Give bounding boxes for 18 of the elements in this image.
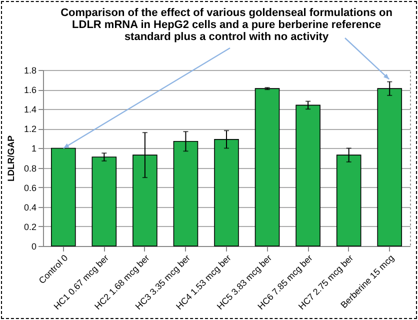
text: standard plus a control with no activity — [124, 31, 329, 43]
y-tick-label: 0.6 — [24, 182, 36, 193]
y-tick-label: 1 — [31, 144, 36, 154]
y-tick-label: 1.8 — [24, 66, 36, 76]
bar — [92, 156, 117, 246]
text: Comparison of the effect of various goldenseal formulations on — [60, 7, 392, 19]
y-tick-label: 1.2 — [24, 124, 36, 134]
y-tick-label: 0.4 — [24, 202, 36, 212]
y-tick-label: 1.6 — [24, 85, 36, 96]
y-axis-title: LDLR/GAP — [6, 136, 16, 182]
y-tick-label: 0.8 — [24, 163, 36, 174]
bar — [50, 148, 76, 246]
y-tick-label: 0 — [31, 242, 36, 252]
text: LDLR mRNA in HepG2 cells and a pure berberine reference — [72, 19, 381, 31]
y-tick-label: 0.2 — [24, 222, 36, 232]
bar — [254, 88, 280, 246]
bar — [296, 104, 320, 246]
y-tick-label: 1.4 — [24, 104, 36, 115]
